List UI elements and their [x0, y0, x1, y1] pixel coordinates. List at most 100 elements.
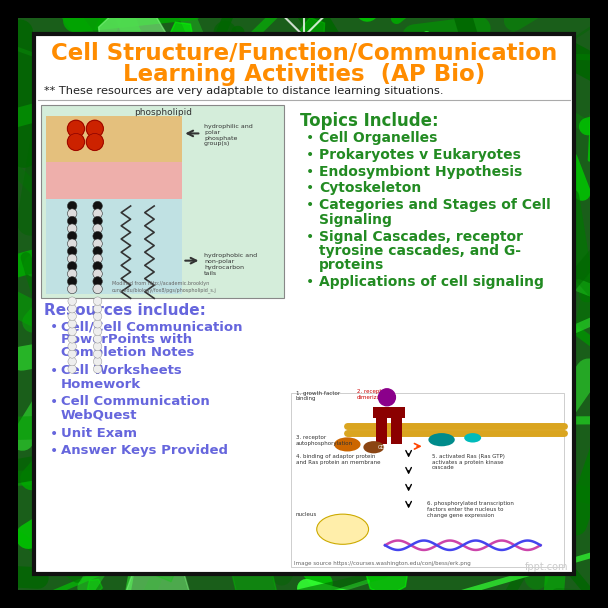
Circle shape	[93, 239, 102, 249]
Text: •: •	[306, 148, 314, 162]
Circle shape	[94, 342, 102, 351]
Text: Categories and Stages of Cell: Categories and Stages of Cell	[319, 198, 551, 212]
Circle shape	[68, 342, 77, 351]
Circle shape	[68, 350, 77, 358]
Bar	[291, 393, 564, 567]
Circle shape	[67, 120, 85, 137]
Circle shape	[67, 201, 77, 211]
Circle shape	[378, 389, 395, 406]
Circle shape	[94, 365, 102, 373]
Text: Prokaryotes v Eukaryotes: Prokaryotes v Eukaryotes	[319, 148, 521, 162]
Circle shape	[68, 365, 77, 373]
Circle shape	[68, 305, 77, 313]
Circle shape	[86, 133, 103, 150]
Circle shape	[67, 254, 77, 263]
Bar	[46, 162, 182, 199]
Circle shape	[67, 133, 85, 150]
Text: hydrophobic and
non-polar
hydrocarbon
tails: hydrophobic and non-polar hydrocarbon ta…	[204, 253, 257, 275]
Circle shape	[68, 327, 77, 336]
Circle shape	[93, 284, 102, 294]
Circle shape	[94, 350, 102, 358]
Bar	[46, 117, 182, 162]
Text: 1. growth factor
binding: 1. growth factor binding	[295, 391, 340, 401]
Circle shape	[67, 261, 77, 271]
Text: hydrophilic and
polar
phosphate
group(s): hydrophilic and polar phosphate group(s)	[204, 124, 253, 147]
Text: PowerPoints with: PowerPoints with	[61, 333, 192, 346]
Circle shape	[67, 269, 77, 278]
Circle shape	[67, 120, 85, 137]
Text: 6. phosphorylated transcription
factors enter the nucleus to
change gene express: 6. phosphorylated transcription factors …	[427, 501, 514, 517]
Bar	[388, 407, 405, 418]
Text: proteins: proteins	[319, 258, 384, 272]
Circle shape	[93, 246, 102, 256]
Circle shape	[93, 224, 102, 233]
Circle shape	[68, 312, 77, 320]
Text: GDP: GDP	[378, 444, 389, 450]
Circle shape	[94, 327, 102, 336]
Circle shape	[86, 120, 103, 137]
Circle shape	[67, 232, 77, 241]
Ellipse shape	[429, 433, 455, 446]
Text: Cell Communication: Cell Communication	[61, 395, 210, 409]
Circle shape	[68, 358, 77, 366]
Circle shape	[67, 284, 77, 294]
Circle shape	[93, 201, 102, 211]
Ellipse shape	[317, 514, 368, 544]
Circle shape	[94, 297, 102, 305]
Text: 4. binding of adaptor protein
and Ras protein an membrane: 4. binding of adaptor protein and Ras pr…	[295, 454, 380, 465]
Text: 3. receptor
autophosphorylation: 3. receptor autophosphorylation	[295, 435, 353, 446]
Circle shape	[67, 239, 77, 249]
Text: nucleus: nucleus	[295, 513, 317, 517]
Text: Cell/Cell Communication: Cell/Cell Communication	[61, 320, 243, 333]
Text: Completion Notes: Completion Notes	[61, 347, 194, 359]
Text: •: •	[306, 230, 314, 244]
Text: Image source https://courses.washington.edu/conj/bess/erk.png: Image source https://courses.washington.…	[294, 561, 471, 566]
Text: ** These resources are very adaptable to distance learning situations.: ** These resources are very adaptable to…	[44, 86, 443, 96]
Text: Modified from http://academic.brooklyn
cuny.edu/biology/fox8/pgs/phospholipid_s.: Modified from http://academic.brooklyn c…	[112, 282, 216, 292]
Text: •: •	[306, 275, 314, 289]
Text: •: •	[50, 395, 58, 409]
Circle shape	[86, 133, 103, 150]
Ellipse shape	[464, 433, 481, 443]
Text: phospholipid: phospholipid	[134, 108, 192, 117]
Text: Resources include:: Resources include:	[44, 303, 206, 318]
Text: •: •	[306, 182, 314, 196]
Text: Answer Keys Provided: Answer Keys Provided	[61, 444, 228, 457]
Text: •: •	[50, 444, 58, 458]
Circle shape	[68, 334, 77, 343]
Text: Topics Include:: Topics Include:	[300, 112, 439, 130]
Circle shape	[67, 209, 77, 218]
Circle shape	[67, 277, 77, 286]
Bar	[373, 407, 390, 418]
Circle shape	[93, 254, 102, 263]
Circle shape	[94, 358, 102, 366]
Circle shape	[67, 133, 85, 150]
Bar	[391, 412, 402, 444]
Text: 5. activated Ras (Ras GTP)
activates a protein kinase
cascade: 5. activated Ras (Ras GTP) activates a p…	[432, 454, 505, 471]
Bar	[46, 199, 182, 294]
Circle shape	[93, 232, 102, 241]
Circle shape	[68, 320, 77, 328]
Text: Signal Cascades, receptor: Signal Cascades, receptor	[319, 230, 523, 244]
Text: Cell Worksheets: Cell Worksheets	[61, 364, 182, 378]
Circle shape	[93, 216, 102, 226]
Text: Cell Structure/Function/Communication: Cell Structure/Function/Communication	[51, 42, 557, 65]
Text: WebQuest: WebQuest	[61, 409, 137, 421]
Text: •: •	[306, 165, 314, 179]
Circle shape	[94, 305, 102, 313]
Text: •: •	[50, 364, 58, 378]
Text: Signaling: Signaling	[319, 213, 392, 227]
Text: Endosymbiont Hypothesis: Endosymbiont Hypothesis	[319, 165, 522, 179]
FancyBboxPatch shape	[35, 35, 573, 573]
Ellipse shape	[334, 437, 361, 452]
Text: •: •	[306, 131, 314, 145]
Circle shape	[67, 216, 77, 226]
Text: tyrosine cascades, and G-: tyrosine cascades, and G-	[319, 244, 521, 258]
Text: 2. receptor
dimerization: 2. receptor dimerization	[357, 389, 392, 399]
Text: •: •	[50, 426, 58, 441]
Ellipse shape	[364, 441, 384, 454]
Circle shape	[94, 312, 102, 320]
Circle shape	[94, 334, 102, 343]
Circle shape	[67, 224, 77, 233]
Text: •: •	[50, 320, 58, 334]
